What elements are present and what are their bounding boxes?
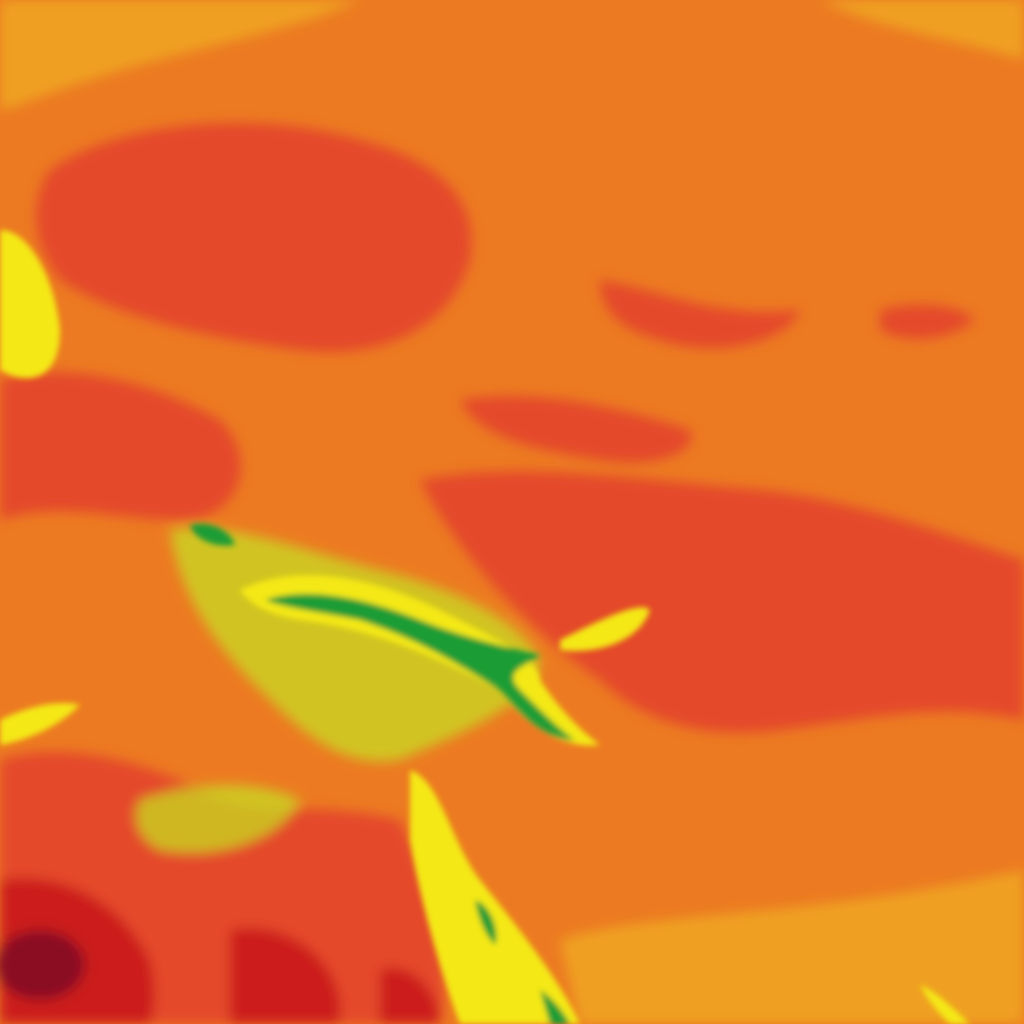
dark-red-region-south-2 <box>380 968 440 1024</box>
red-region-west <box>0 372 241 520</box>
dark-red-region-south <box>230 928 340 1024</box>
yellow-ridge-west <box>0 230 60 378</box>
light-orange-region-top-left <box>0 0 360 110</box>
red-region-center-band <box>420 471 1024 733</box>
red-region-northeast-streak <box>880 304 975 339</box>
yellow-streak-west <box>0 703 80 745</box>
deep-red-spot <box>0 930 85 1000</box>
red-region-east-streak <box>600 280 800 349</box>
yellow-ridge-central <box>240 575 600 746</box>
light-orange-region-top-right <box>820 0 1024 60</box>
light-orange-region-bottom-right <box>560 870 1024 1024</box>
yellow-ridge-south <box>410 770 580 1024</box>
yellow-streak-east <box>560 607 650 651</box>
green-core-northwest <box>190 523 235 546</box>
green-core-central <box>265 593 575 740</box>
red-region-northwest <box>36 123 472 352</box>
red-region-mid <box>460 396 692 463</box>
green-core-south-2 <box>540 990 570 1024</box>
yellow-streak-southeast <box>920 985 970 1024</box>
yellow-region-southwest <box>136 785 300 853</box>
green-core-south <box>475 900 497 945</box>
